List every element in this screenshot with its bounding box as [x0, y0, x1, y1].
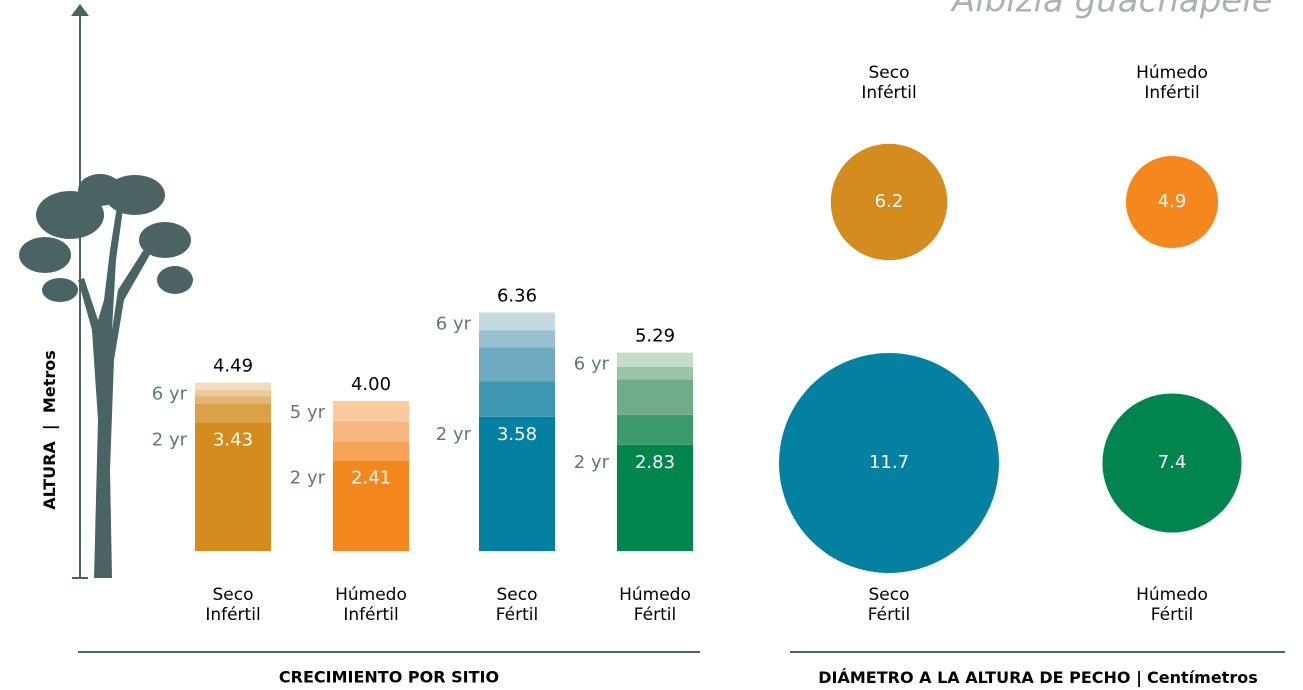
year-label: 2 yr: [574, 452, 610, 473]
category-label: Fértil: [496, 605, 538, 625]
bubble: [779, 353, 999, 573]
category-label: Húmedo: [1136, 63, 1208, 83]
bar-segment: [195, 382, 271, 391]
value-label: 2.41: [351, 468, 391, 489]
category-label: Seco: [869, 63, 910, 83]
bar-segment: [479, 416, 555, 551]
value-label: 11.7: [869, 452, 909, 473]
year-label: 2 yr: [436, 424, 472, 445]
label-part: Centímetros: [1147, 668, 1258, 687]
bar-segment: [617, 444, 693, 551]
bar-segment: [333, 460, 409, 551]
bar-segment: [479, 330, 555, 348]
category-label: Húmedo: [619, 585, 691, 605]
total-label: 4.00: [351, 374, 391, 395]
year-label: 2 yr: [290, 468, 326, 489]
year-label: 6 yr: [152, 384, 188, 405]
bar-segment: [479, 312, 555, 331]
value-label: 2.83: [635, 452, 675, 473]
total-label: 5.29: [635, 326, 675, 347]
category-label: Fértil: [1151, 605, 1193, 625]
total-label: 4.49: [213, 356, 253, 377]
bar-segment: [195, 403, 271, 423]
bubble: [1125, 155, 1219, 249]
x-axis-label: DIÁMETRO A LA ALTURA DE PECHO | Centímet…: [818, 668, 1257, 688]
bar-segment: [617, 414, 693, 445]
year-label: 6 yr: [574, 354, 610, 375]
bar-segment: [333, 421, 409, 442]
value-label: 3.43: [213, 429, 253, 450]
category-label: Húmedo: [335, 585, 407, 605]
bar-segment: [617, 366, 693, 380]
category-label: Fértil: [868, 605, 910, 625]
category-label: Seco: [497, 585, 538, 605]
bar-segment: [479, 381, 555, 417]
year-label: 2 yr: [152, 429, 188, 450]
label-part: Metros: [40, 350, 59, 413]
bar-segment: [195, 396, 271, 404]
label-part: ALTURA |: [40, 424, 60, 510]
y-axis-label: ALTURA | Metros: [40, 350, 60, 510]
year-label: 5 yr: [290, 402, 326, 423]
bar-segment: [479, 347, 555, 382]
category-label: Infértil: [1144, 83, 1199, 103]
axis-arrow: [71, 4, 89, 16]
category-label: Fértil: [634, 605, 676, 625]
year-label: 6 yr: [436, 314, 472, 335]
value-label: 7.4: [1158, 452, 1187, 473]
bar-segment: [195, 422, 271, 551]
total-label: 6.36: [497, 286, 537, 307]
bar-segment: [195, 390, 271, 397]
category-label: Infértil: [861, 83, 916, 103]
value-label: 6.2: [875, 191, 904, 212]
label-part: DIÁMETRO A LA ALTURA DE PECHO |: [818, 668, 1142, 688]
x-axis-label: CRECIMIENTO POR SITIO: [279, 668, 499, 687]
bar-segment: [617, 379, 693, 415]
value-label: 4.9: [1158, 191, 1187, 212]
category-label: Seco: [213, 585, 254, 605]
bar-segment: [333, 401, 409, 422]
bubble: [1102, 393, 1242, 533]
category-label: Seco: [869, 585, 910, 605]
bar-segment: [333, 441, 409, 461]
value-label: 3.58: [497, 424, 537, 445]
category-label: Infértil: [343, 605, 398, 625]
tree-icon: [19, 174, 193, 578]
bar-segment: [617, 352, 693, 367]
category-label: Húmedo: [1136, 585, 1208, 605]
category-label: Infértil: [205, 605, 260, 625]
title: Albizia guachapele: [950, 0, 1273, 21]
bubble: [830, 143, 948, 261]
